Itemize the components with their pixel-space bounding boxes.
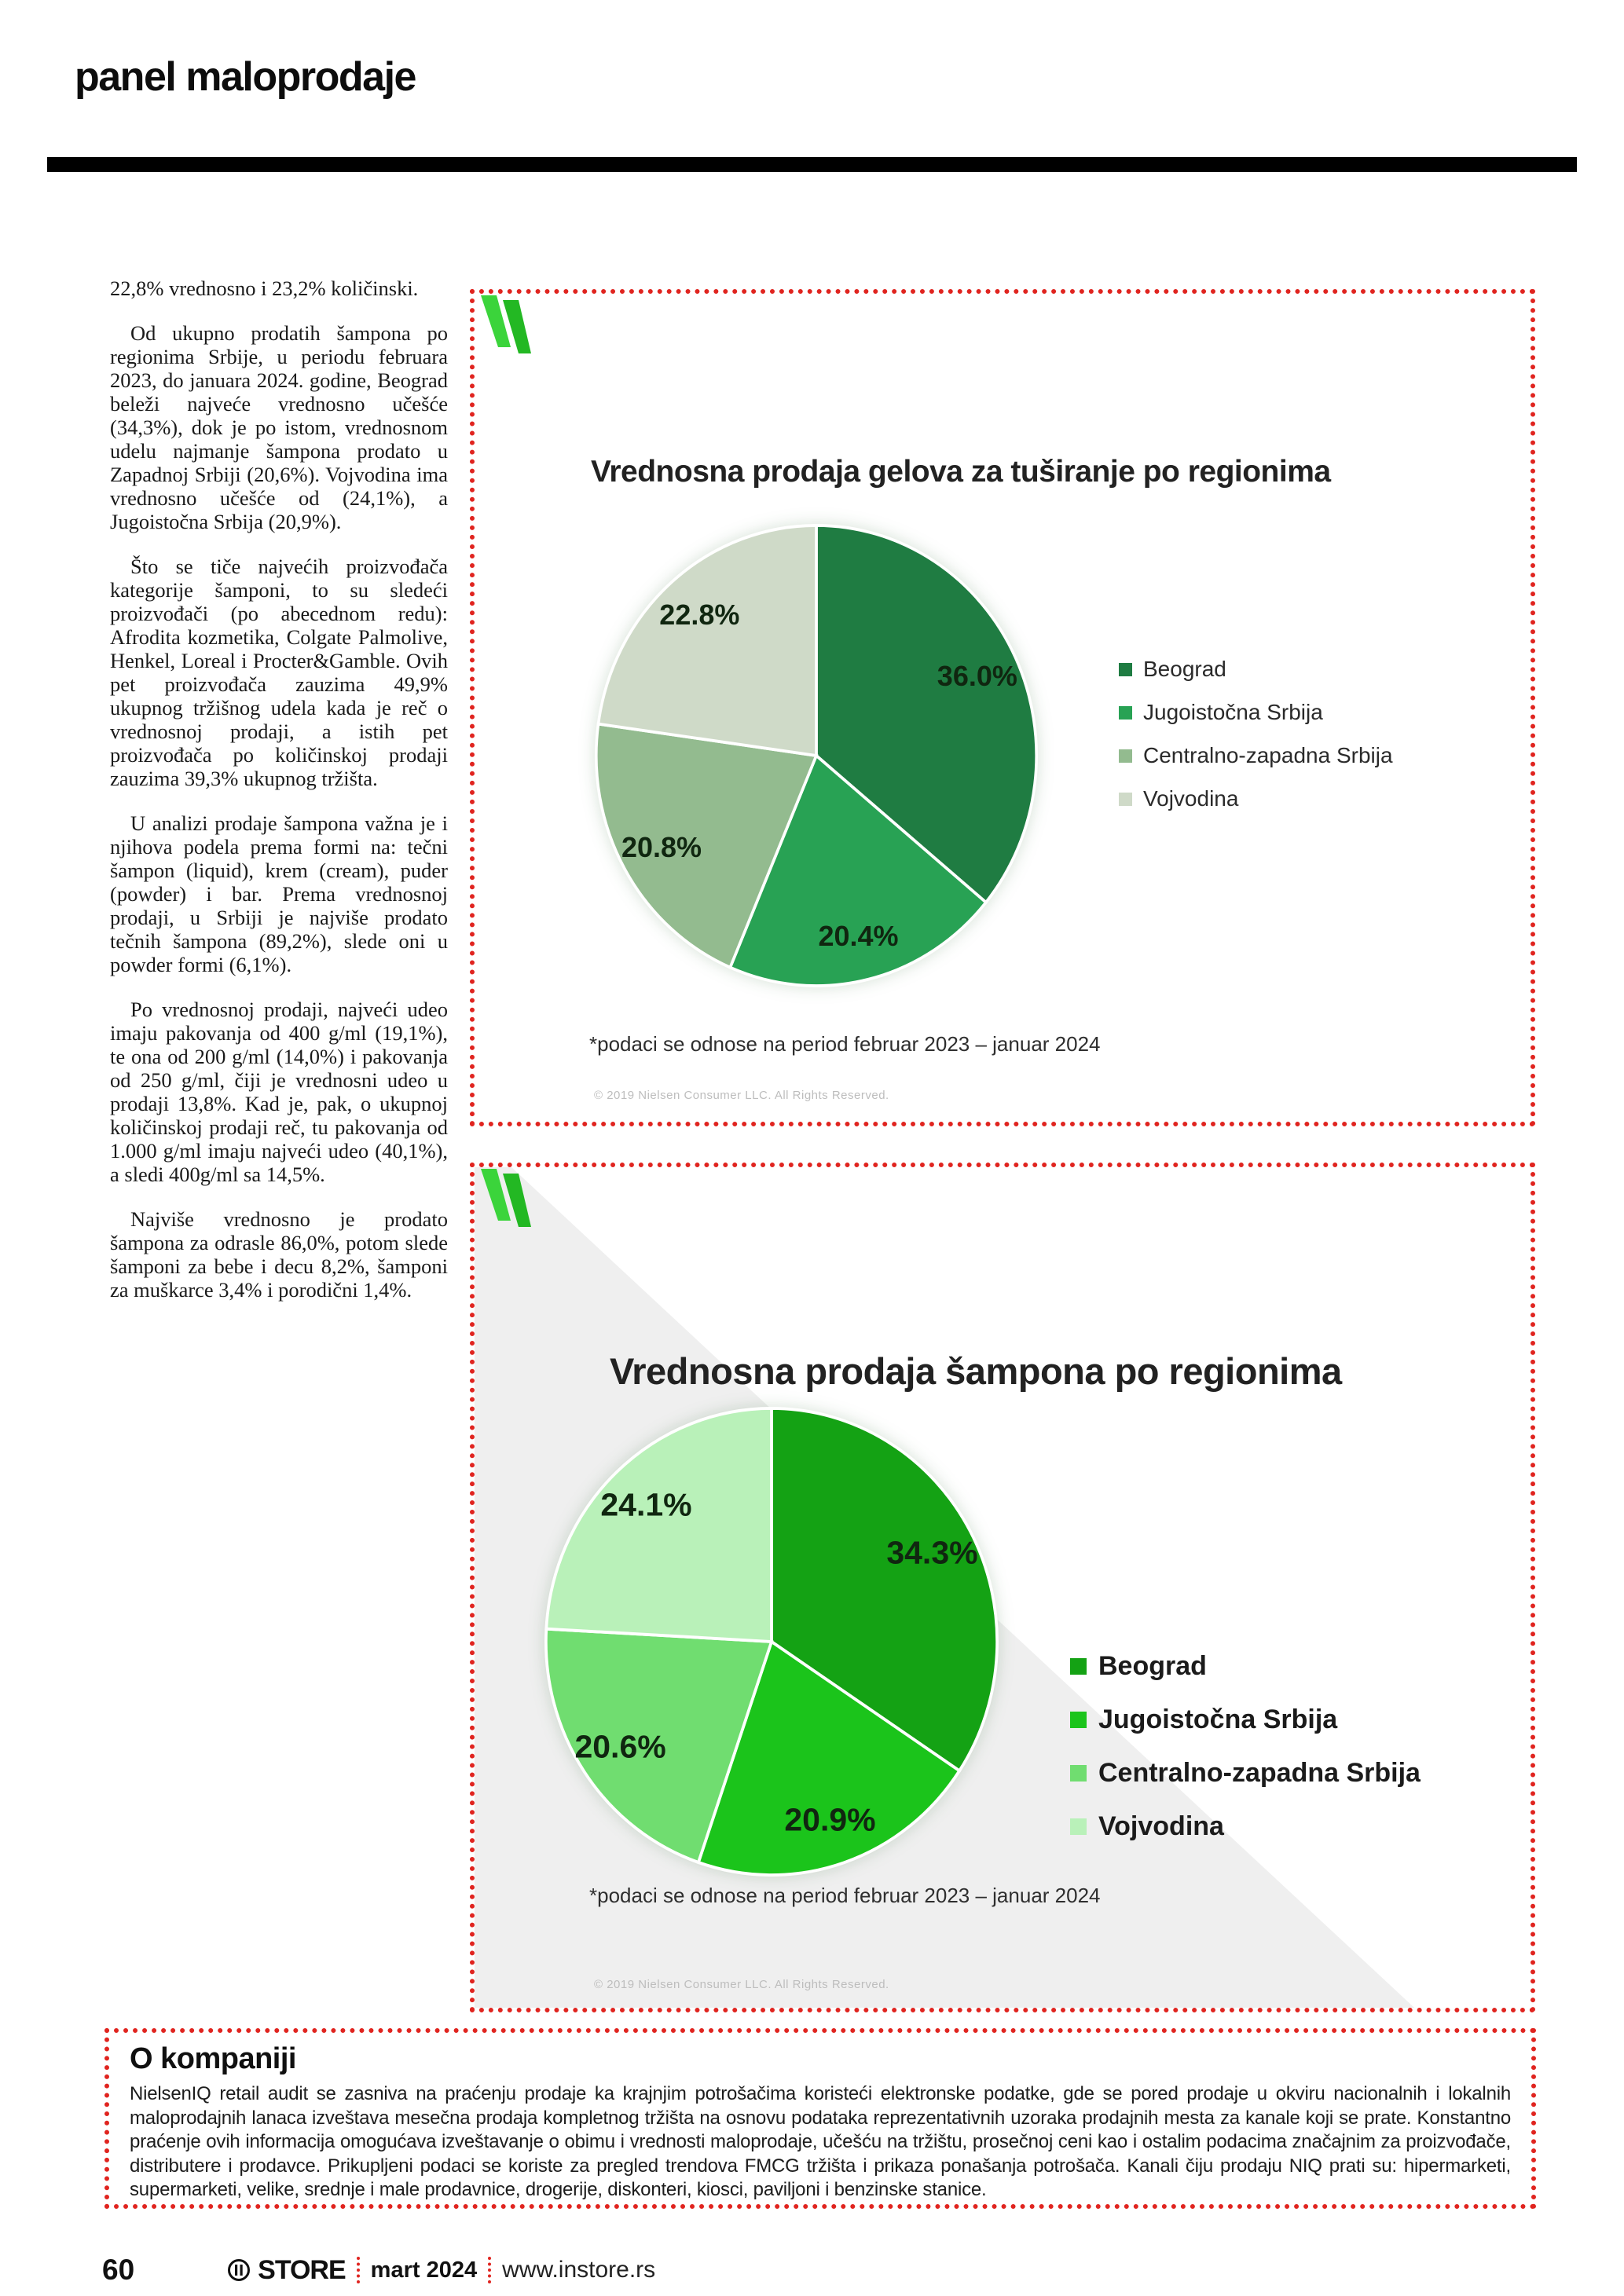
chart-footnote: *podaci se odnose na period februar 2023… xyxy=(589,1884,1101,1907)
legend-color-swatch-icon xyxy=(1070,1765,1087,1782)
niq-logo-icon xyxy=(481,1169,531,1227)
legend-item: Vojvodina xyxy=(1070,1811,1421,1842)
article-paragraph: Najviše vrednosno je prodato šampona za … xyxy=(110,1207,448,1302)
legend-label: Vojvodina xyxy=(1098,1811,1224,1841)
pie-slice-centralno-zapadna-srbija xyxy=(594,722,819,970)
slice-value-label: 34.3% xyxy=(886,1534,978,1571)
legend-color-swatch-icon xyxy=(1070,1658,1087,1675)
footer-website: www.instore.rs xyxy=(502,2257,656,2283)
page-title: panel maloprodaje xyxy=(75,54,416,100)
slice-value-label: 22.8% xyxy=(659,599,740,632)
pie-slice-jugoisto-na-srbija xyxy=(696,1639,962,1877)
legend-label: Vojvodina xyxy=(1143,786,1239,811)
footer-separator xyxy=(356,2257,360,2283)
article-text-column: 22,8% vrednosno i 23,2% količinski. Od uk… xyxy=(110,276,448,1323)
chart-box-shampoo: Vrednosna prodaja šampona po regionima 3… xyxy=(470,1163,1535,2012)
legend-item: Centralno-zapadna Srbija xyxy=(1070,1758,1421,1789)
legend-color-swatch-icon xyxy=(1119,705,1132,720)
pie-slice-beograd xyxy=(815,524,1039,905)
page-footer: 60 STORE mart 2024 www.instore.rs xyxy=(102,2253,655,2287)
footer-issue: mart 2024 xyxy=(370,2257,478,2283)
pie-slice-vojvodina xyxy=(544,1407,773,1644)
about-heading: O kompaniji xyxy=(130,2042,296,2075)
article-paragraph: Po vrednosnoj prodaji, najveći udeo imaj… xyxy=(110,998,448,1186)
slice-value-label: 20.9% xyxy=(784,1801,876,1838)
chart-legend: Beograd Jugoistočna Srbija Centralno-zapad… xyxy=(1070,1651,1421,1865)
niq-logo-icon xyxy=(481,295,531,353)
legend-item: Jugoistočna Srbija xyxy=(1070,1705,1421,1735)
slice-value-label: 24.1% xyxy=(600,1486,692,1523)
legend-label: Jugoistočna Srbija xyxy=(1098,1705,1338,1734)
legend-color-swatch-icon xyxy=(1070,1818,1087,1835)
pie-chart-shower-gels: 36.0% 20.4% 20.8% 22.8% xyxy=(594,523,1039,988)
chart-footnote: *podaci se odnose na period februar 2023… xyxy=(589,1032,1101,1056)
instore-brand: STORE xyxy=(227,2255,346,2286)
slice-value-label: 20.6% xyxy=(574,1728,666,1765)
chart-legend: Beograd Jugoistočna Srbija Centralno-zapad… xyxy=(1119,657,1393,829)
legend-label: Centralno-zapadna Srbija xyxy=(1143,743,1393,767)
legend-item: Jugoistočna Srbija xyxy=(1119,700,1393,725)
header-rule xyxy=(47,157,1577,172)
store-wordmark: STORE xyxy=(258,2254,346,2285)
page-number: 60 xyxy=(102,2254,135,2286)
legend-item: Vojvodina xyxy=(1119,786,1393,811)
chart-copyright: © 2019 Nielsen Consumer LLC. All Rights … xyxy=(594,1089,889,1102)
article-paragraph: U analizi prodaje šampona važna je i nji… xyxy=(110,811,448,976)
slice-value-label: 20.4% xyxy=(818,920,899,953)
pie-chart-shampoo: 34.3% 20.9% 20.6% 24.1% xyxy=(544,1406,999,1877)
legend-item: Beograd xyxy=(1070,1651,1421,1682)
footer-separator xyxy=(488,2257,492,2283)
legend-item: Centralno-zapadna Srbija xyxy=(1119,743,1393,768)
store-logo-icon xyxy=(228,2259,251,2281)
legend-color-swatch-icon xyxy=(1119,662,1132,676)
chart-title: Vrednosna prodaja šampona po regionima xyxy=(610,1350,1342,1392)
chart-copyright: © 2019 Nielsen Consumer LLC. All Rights … xyxy=(594,1978,889,1991)
about-company-box: O kompaniji NielsenIQ retail audit se za… xyxy=(104,2028,1536,2209)
legend-label: Beograd xyxy=(1098,1651,1207,1681)
article-paragraph: Što se tiče najvećih proizvođača kategor… xyxy=(110,555,448,790)
legend-label: Beograd xyxy=(1143,657,1226,681)
slice-value-label: 20.8% xyxy=(621,830,702,863)
legend-label: Jugoistočna Srbija xyxy=(1143,700,1323,724)
legend-color-swatch-icon xyxy=(1119,792,1132,806)
legend-color-swatch-icon xyxy=(1070,1712,1087,1728)
article-paragraph: Od ukupno prodatih šampona po regionima … xyxy=(110,321,448,533)
pie-slice-centralno-zapadna-srbija xyxy=(544,1627,774,1865)
slice-value-label: 36.0% xyxy=(937,660,1017,693)
article-paragraph: 22,8% vrednosno i 23,2% količinski. xyxy=(110,276,419,300)
legend-label: Centralno-zapadna Srbija xyxy=(1098,1758,1421,1788)
chart-title: Vrednosna prodaja gelova za tuširanje po… xyxy=(591,455,1331,489)
chart-box-shower-gels: Vrednosna prodaja gelova za tuširanje po… xyxy=(470,289,1535,1126)
pie-slice-vojvodina xyxy=(596,524,818,758)
legend-item: Beograd xyxy=(1119,657,1393,682)
legend-color-swatch-icon xyxy=(1119,749,1132,763)
about-body: NielsenIQ retail audit se zasniva na pra… xyxy=(130,2083,1511,2200)
